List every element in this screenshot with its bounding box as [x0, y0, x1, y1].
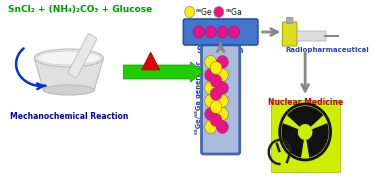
- Wedge shape: [305, 129, 312, 140]
- Text: Nuclear Medicine: Nuclear Medicine: [268, 98, 343, 107]
- Text: Radiopharmaceutical: Radiopharmaceutical: [285, 47, 369, 53]
- Circle shape: [217, 69, 228, 82]
- Circle shape: [210, 100, 222, 114]
- Wedge shape: [287, 106, 323, 132]
- FancyBboxPatch shape: [271, 100, 340, 172]
- Circle shape: [205, 82, 217, 94]
- Circle shape: [205, 69, 217, 82]
- Ellipse shape: [34, 49, 103, 67]
- Text: ⁶⁸Ge: ⁶⁸Ge: [196, 8, 213, 17]
- Circle shape: [185, 6, 195, 17]
- Circle shape: [205, 120, 217, 134]
- Ellipse shape: [37, 51, 101, 65]
- FancyBboxPatch shape: [68, 34, 97, 78]
- Ellipse shape: [43, 85, 94, 95]
- Circle shape: [299, 125, 311, 139]
- Text: Mechanochemical Reaction: Mechanochemical Reaction: [10, 112, 128, 121]
- Text: ⁶⁸Ga: ⁶⁸Ga: [225, 8, 242, 17]
- FancyBboxPatch shape: [297, 31, 326, 41]
- FancyBboxPatch shape: [282, 22, 297, 46]
- Circle shape: [205, 107, 217, 120]
- Circle shape: [217, 26, 228, 38]
- Polygon shape: [34, 58, 103, 90]
- Circle shape: [210, 75, 222, 87]
- Text: SnCl₂ + (NH₄)₂CO₃ + Glucose: SnCl₂ + (NH₄)₂CO₃ + Glucose: [8, 5, 152, 14]
- FancyArrow shape: [123, 62, 203, 82]
- Text: ⁶⁸Ge/⁶⁸Ga generator: ⁶⁸Ge/⁶⁸Ga generator: [195, 60, 202, 134]
- Circle shape: [229, 26, 240, 38]
- Circle shape: [205, 55, 217, 69]
- Wedge shape: [298, 129, 305, 140]
- Wedge shape: [282, 123, 305, 158]
- Circle shape: [210, 114, 222, 127]
- Circle shape: [217, 94, 228, 107]
- FancyBboxPatch shape: [183, 19, 258, 45]
- Circle shape: [217, 55, 228, 69]
- FancyBboxPatch shape: [287, 17, 293, 24]
- Wedge shape: [300, 124, 311, 132]
- Circle shape: [193, 26, 204, 38]
- Circle shape: [217, 107, 228, 120]
- Circle shape: [210, 62, 222, 75]
- Circle shape: [205, 94, 217, 107]
- Circle shape: [217, 82, 228, 94]
- Circle shape: [205, 26, 216, 38]
- Circle shape: [217, 120, 228, 134]
- Wedge shape: [305, 123, 329, 158]
- Circle shape: [214, 6, 224, 17]
- FancyBboxPatch shape: [201, 45, 240, 154]
- Circle shape: [300, 126, 311, 138]
- Polygon shape: [141, 52, 160, 70]
- Text: Separation: Separation: [197, 46, 244, 55]
- Circle shape: [210, 87, 222, 100]
